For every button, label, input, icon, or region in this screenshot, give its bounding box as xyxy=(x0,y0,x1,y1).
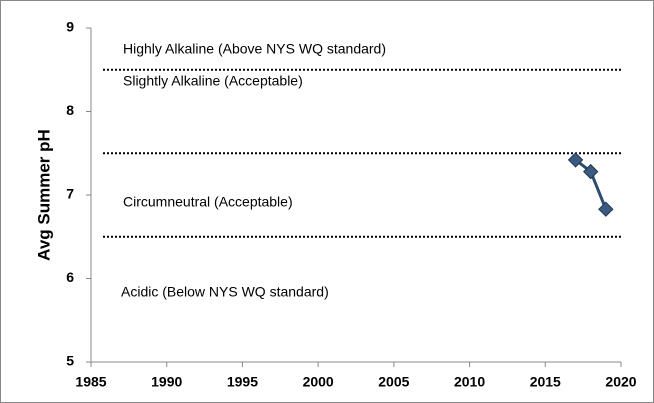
marker xyxy=(583,163,599,180)
annotation: Highly Alkaline (Above NYS WQ standard) xyxy=(123,41,386,57)
marker xyxy=(598,201,614,217)
y-tick-label: 8 xyxy=(66,102,74,118)
x-tick-label: 2010 xyxy=(454,374,485,390)
y-tick-label: 6 xyxy=(66,269,74,285)
y-tick-label: 5 xyxy=(66,353,74,369)
annotation: Circumneutral (Acceptable) xyxy=(123,194,293,210)
x-tick-label: 2005 xyxy=(378,374,409,390)
x-tick-label: 2015 xyxy=(530,374,561,390)
annotation: Slightly Alkaline (Acceptable) xyxy=(123,73,303,89)
x-tick-label: 2000 xyxy=(303,374,334,390)
x-tick-label: 1995 xyxy=(227,374,258,390)
y-tick-label: 9 xyxy=(66,19,74,35)
y-tick-label: 7 xyxy=(66,186,74,202)
x-tick-label: 1990 xyxy=(151,374,182,390)
annotation: Acidic (Below NYS WQ standard) xyxy=(121,284,329,300)
x-tick-label: 2020 xyxy=(605,374,636,390)
marker xyxy=(567,152,584,168)
x-tick-label: 1985 xyxy=(75,374,106,390)
y-axis-label: Avg Summer pH xyxy=(34,129,53,261)
